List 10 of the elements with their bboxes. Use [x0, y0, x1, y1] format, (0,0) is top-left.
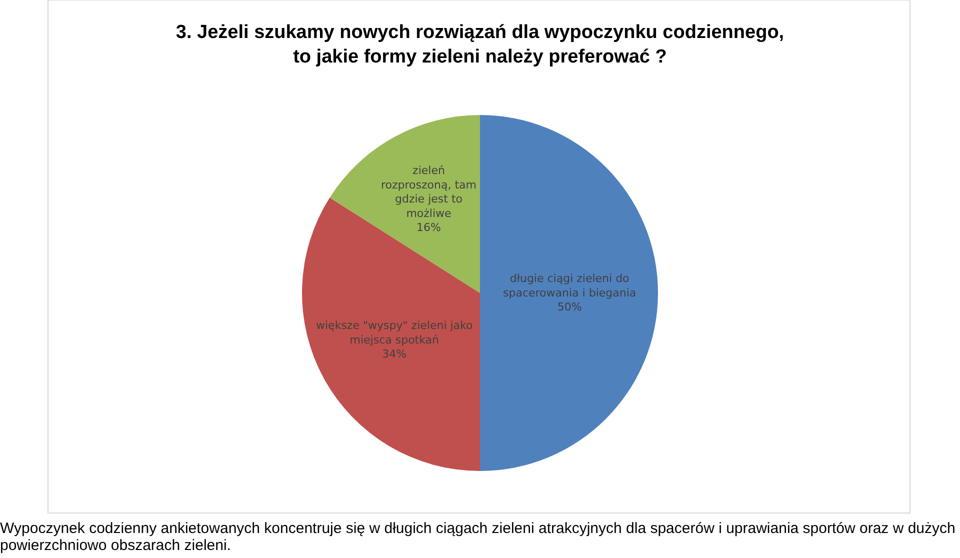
pie-slice [330, 115, 480, 293]
data-label: 50% [557, 300, 582, 314]
data-label: 34% [382, 348, 407, 361]
pie-slice [480, 115, 658, 471]
text: Wypoczynek codzienny ankietowanych koncentruje się w długich ciągach zieleni atrakcyjnych dla spacerów i uprawiania sportów oraz w dużych powierzchniowo obszarach zieleni. [0, 520, 956, 554]
slice-label: zieleń rozproszoną, tam gdzie jest to możliwe [381, 164, 476, 220]
slice-label: większe "wyspy" zieleni jako miejsca spotkań [316, 319, 474, 346]
chart-title: 3. Jeżeli szukamy nowych rozwiązań dla wypoczynku codziennego, to jakie formy zieleni należy preferować ? [176, 22, 784, 68]
data-label: 16% [416, 221, 441, 234]
slice-label: długie ciągi zieleni do spacerowania i biegania [503, 272, 636, 300]
